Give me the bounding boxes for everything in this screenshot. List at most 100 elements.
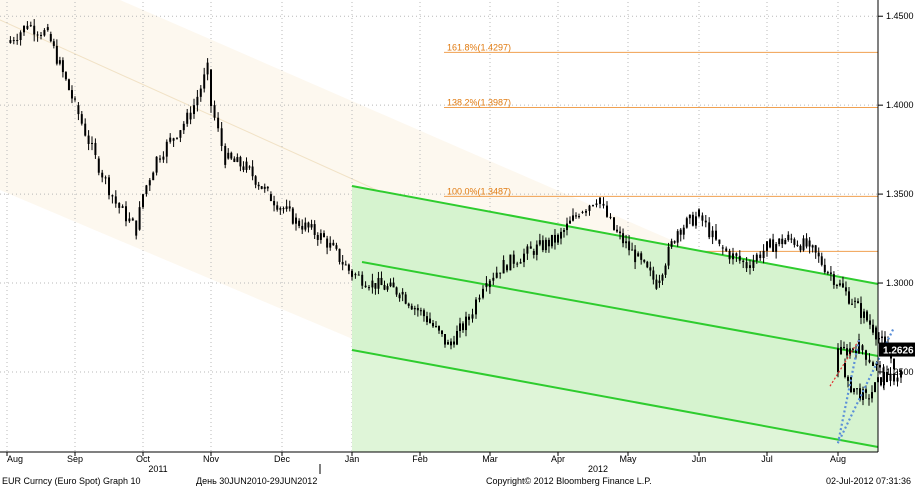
candle-body: [631, 249, 634, 251]
candle-body: [465, 316, 467, 331]
candle-body: [416, 307, 419, 311]
candle-body: [616, 229, 619, 232]
x-tick-label: Aug: [830, 454, 846, 464]
candle-body: [749, 265, 751, 268]
y-tick-label: 1.3500: [886, 189, 914, 199]
channel-upper-line: [351, 185, 879, 285]
candle-body: [861, 345, 864, 351]
candle-body: [634, 249, 637, 263]
candle-body: [84, 123, 87, 136]
candle-body: [814, 245, 817, 253]
footer-range: День 30JUN2010-29JUN2012: [196, 476, 318, 486]
candle-body: [900, 370, 902, 378]
candle-body: [790, 238, 793, 240]
candle-body: [444, 333, 446, 345]
candle-body: [377, 277, 380, 289]
fib-level-label: 100.0%(1.3487): [447, 186, 511, 196]
candle-body: [213, 105, 216, 118]
candle-body: [640, 253, 643, 260]
candle-body: [661, 274, 664, 281]
candle-body: [404, 294, 407, 304]
candle-body: [853, 388, 855, 393]
candle-body: [401, 291, 404, 295]
candle-body: [606, 205, 608, 217]
x-tick-label: May: [619, 454, 637, 464]
candle-body: [769, 239, 772, 248]
candle-body: [673, 241, 676, 243]
candle-body: [832, 274, 835, 285]
candle-body: [453, 341, 455, 345]
candles: [9, 19, 902, 406]
candle-body: [889, 373, 892, 381]
footer-timestamp: 02-Jul-2012 07:31:36: [826, 476, 912, 486]
candle-body: [121, 206, 124, 208]
candle-body: [688, 214, 691, 219]
candle-body: [450, 341, 452, 346]
candle-body: [459, 323, 461, 331]
candle-body: [410, 305, 413, 310]
candle-body: [896, 377, 899, 382]
footer-title: EUR Curncy (Euro Spot) Graph 10: [2, 476, 141, 486]
candle-body: [245, 161, 248, 170]
candle-body: [711, 230, 714, 238]
candle-body: [506, 265, 508, 271]
x-tick-label: Feb: [412, 454, 428, 464]
candle-body: [374, 283, 377, 289]
candle-body: [233, 158, 236, 162]
candle-body: [802, 238, 805, 251]
candle-body: [856, 388, 858, 390]
candle-body: [844, 287, 847, 292]
candle-body: [682, 227, 685, 235]
candle-body: [805, 238, 808, 247]
candle-body: [447, 342, 449, 345]
candle-body: [266, 186, 269, 189]
candle-body: [698, 209, 700, 217]
candle-body: [676, 231, 679, 243]
candle-body: [239, 157, 242, 167]
candle-body: [637, 253, 640, 257]
candle-body: [649, 267, 652, 271]
candle-body: [159, 158, 161, 160]
candle-body: [33, 25, 36, 35]
candle-body: [643, 259, 646, 262]
candle-body: [142, 194, 144, 208]
candle-body: [784, 240, 787, 245]
candle-body: [852, 348, 854, 350]
candle-body: [94, 142, 97, 156]
candle-body: [526, 246, 529, 254]
candle-body: [581, 211, 584, 213]
candle-body: [313, 224, 316, 235]
candle-body: [236, 157, 239, 162]
candle-body: [135, 220, 138, 236]
candle-body: [847, 291, 850, 304]
candle-body: [125, 206, 127, 222]
candle-body: [323, 233, 325, 237]
candle-body: [395, 287, 398, 295]
candle-body: [499, 272, 502, 274]
candle-body: [206, 62, 209, 75]
candle-body: [718, 239, 721, 244]
fib-level-label: 161.8%(1.4297): [447, 42, 511, 52]
candle-body: [619, 231, 622, 234]
candle-body: [335, 245, 338, 249]
candle-body: [863, 311, 865, 318]
candle-body: [516, 263, 519, 265]
candle-body: [285, 206, 288, 210]
last-price-tag: [879, 342, 915, 357]
candle-body: [468, 316, 470, 320]
candle-body: [855, 349, 857, 354]
candle-body: [40, 34, 42, 36]
candle-body: [152, 172, 155, 181]
candle-body: [523, 253, 525, 263]
candle-body: [572, 215, 574, 221]
candle-body: [862, 389, 864, 401]
candle-body: [667, 246, 670, 266]
candle-body: [260, 186, 263, 189]
candle-body: [655, 279, 658, 289]
candle-body: [279, 208, 282, 210]
candle-body: [858, 339, 860, 354]
candle-body: [875, 327, 877, 340]
candle-body: [389, 282, 392, 287]
candle-body: [535, 244, 538, 255]
candle-body: [227, 152, 230, 159]
